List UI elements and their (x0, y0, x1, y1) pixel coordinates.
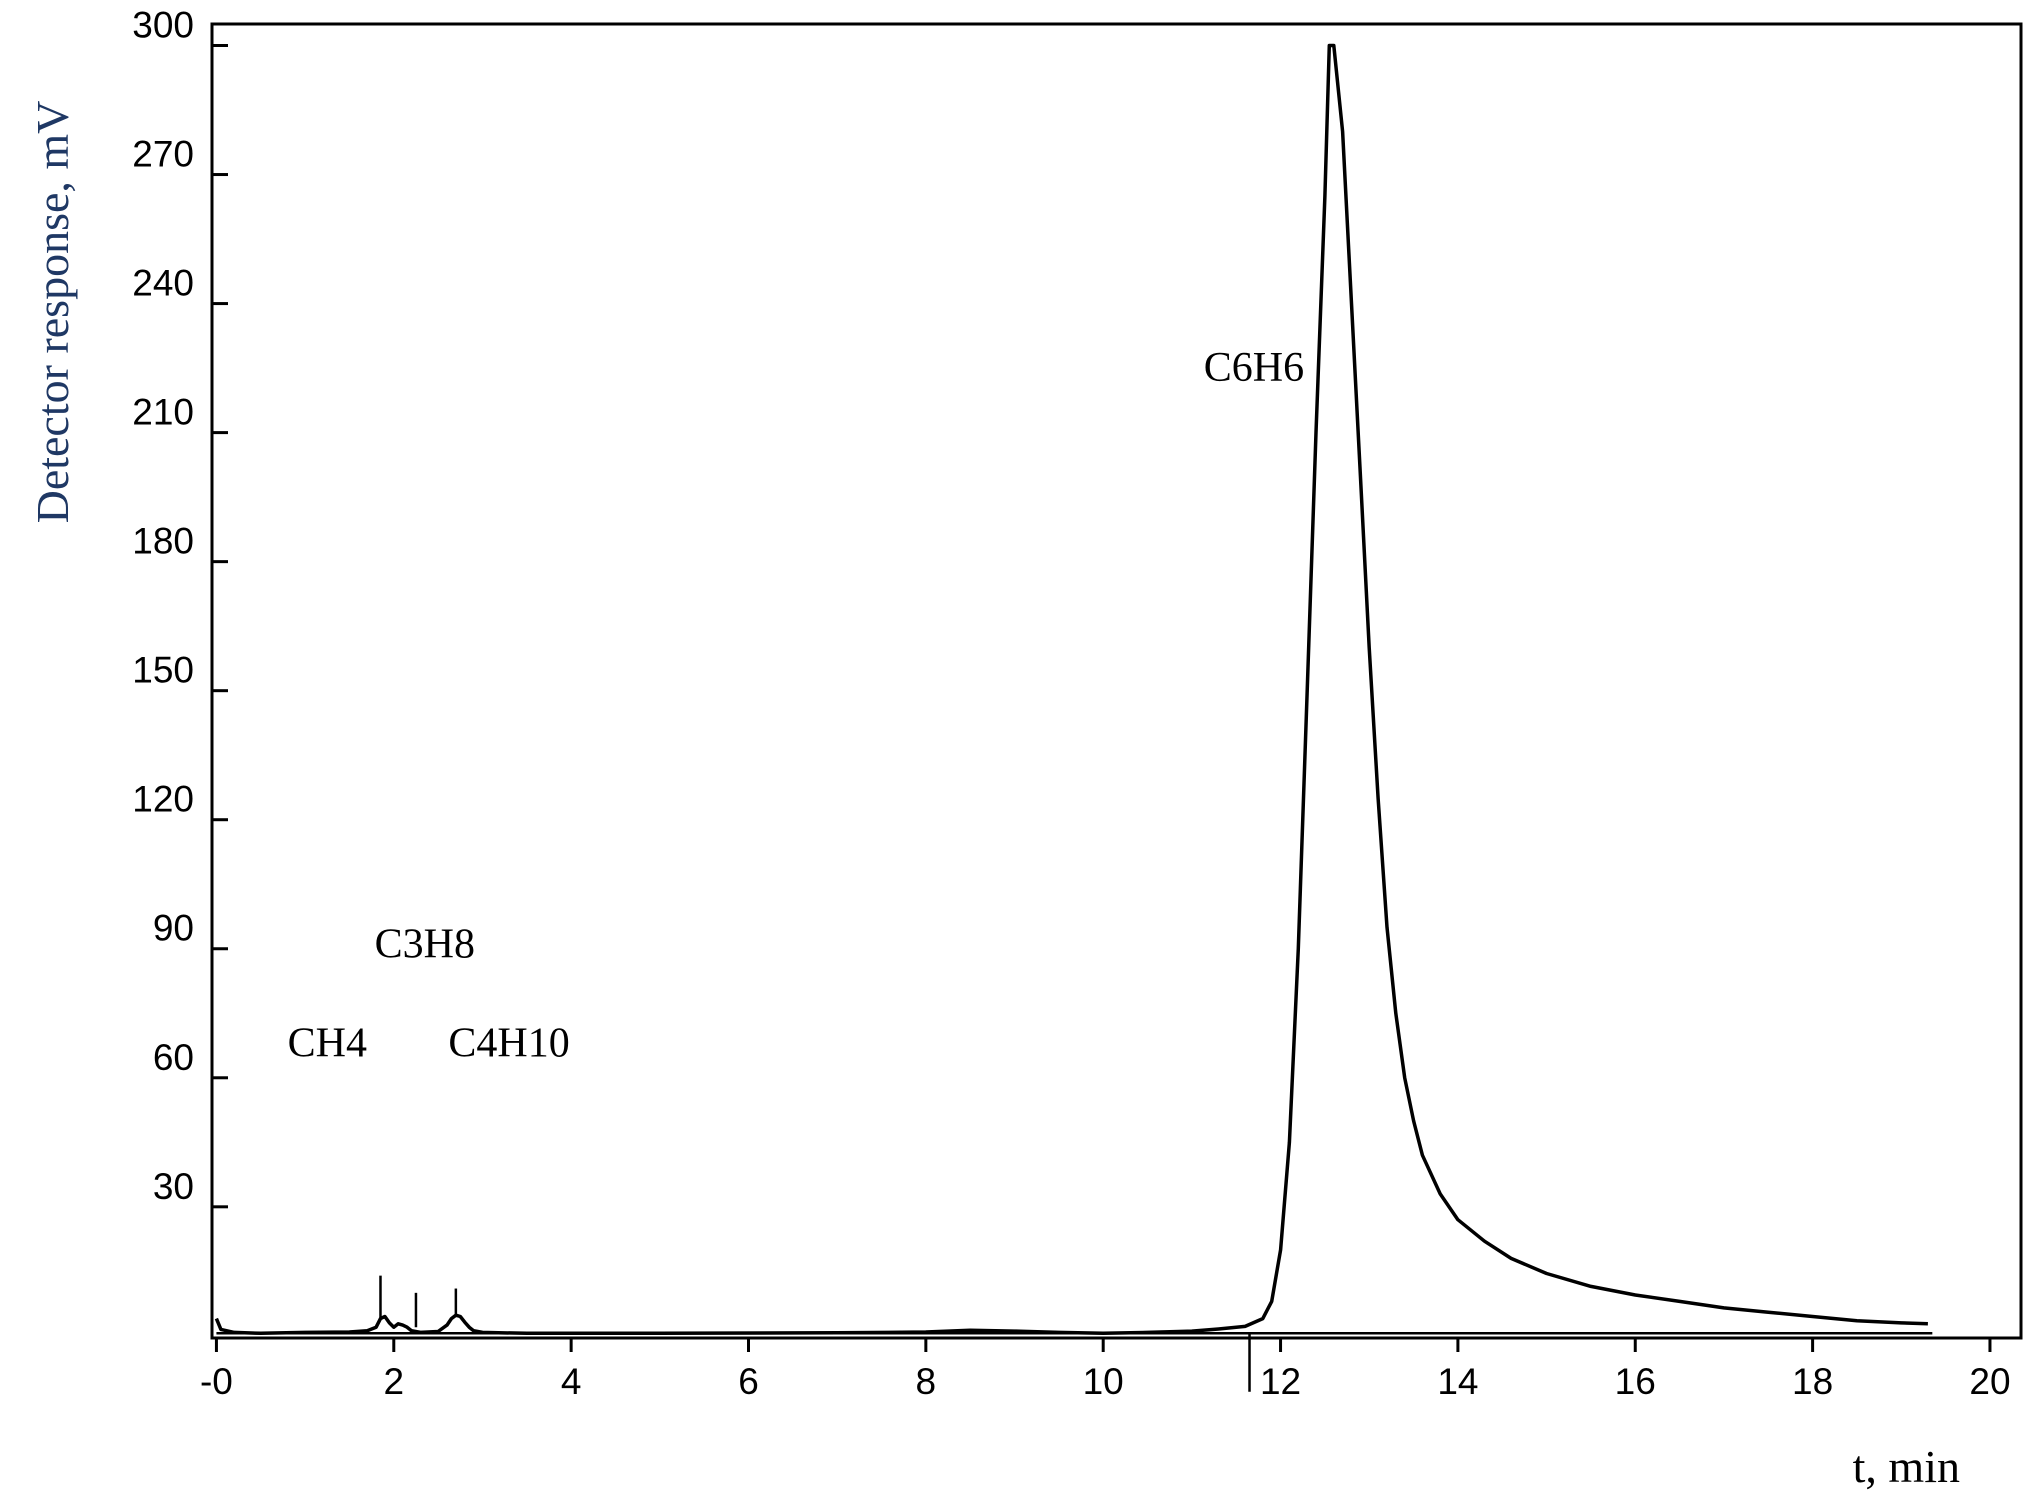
y-tick-label: 90 (153, 908, 194, 949)
x-tick-label: 10 (1083, 1361, 1124, 1402)
x-tick-label: 18 (1792, 1361, 1833, 1402)
x-tick-label: -0 (200, 1361, 233, 1402)
peak-label: CH4 (288, 1020, 367, 1066)
x-axis-title: t, min (1853, 1441, 1960, 1492)
x-tick-label: 12 (1260, 1361, 1301, 1402)
peak-label: C6H6 (1204, 345, 1304, 391)
peak-label: C4H10 (448, 1020, 569, 1066)
x-tick-label: 8 (916, 1361, 937, 1402)
y-tick-label: 150 (132, 650, 194, 691)
y-tick-label: 300 (132, 5, 194, 46)
y-tick-label: 60 (153, 1037, 194, 1078)
y-tick-label: 180 (132, 521, 194, 562)
y-tick-label: 270 (132, 134, 194, 175)
y-tick-label: 240 (132, 263, 194, 304)
series-line (214, 43, 1928, 1336)
x-tick-label: 16 (1615, 1361, 1656, 1402)
x-tick-label: 20 (1969, 1361, 2010, 1402)
x-tick-label: 6 (738, 1361, 759, 1402)
x-tick-label: 14 (1437, 1361, 1478, 1402)
x-tick-label: 2 (383, 1361, 404, 1402)
y-tick-label: 30 (153, 1166, 194, 1207)
y-axis-title: Detector response, mV (27, 101, 78, 524)
y-tick-label: 210 (132, 392, 194, 433)
x-tick-label: 4 (561, 1361, 582, 1402)
plot-frame (210, 22, 2023, 1340)
y-tick-label: 120 (132, 779, 194, 820)
peak-label: C3H8 (375, 921, 475, 967)
